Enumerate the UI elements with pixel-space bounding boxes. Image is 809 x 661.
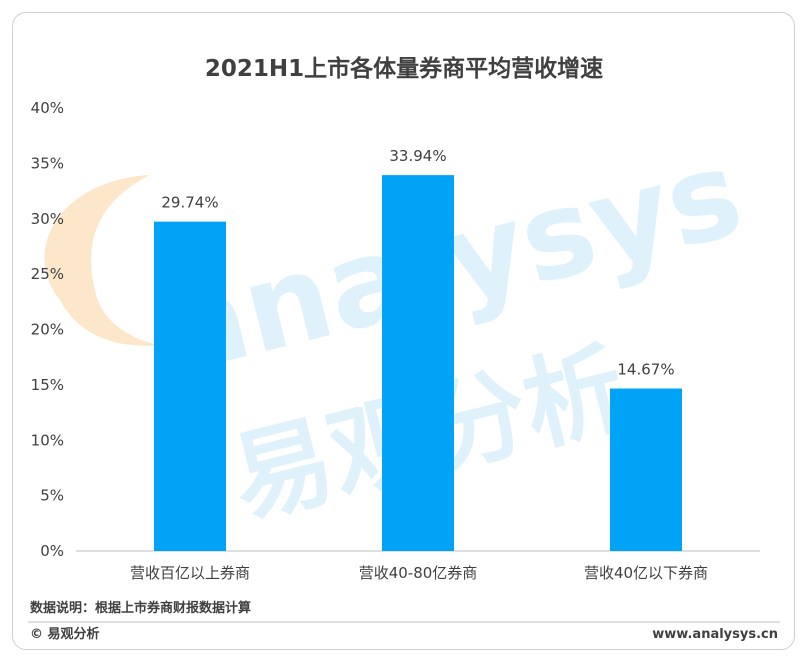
y-tick-label: 30% [31, 210, 64, 228]
data-labels: 29.74% 33.94% 14.67% [161, 147, 674, 378]
y-tick-label: 15% [31, 376, 64, 394]
y-tick-label: 35% [31, 154, 64, 172]
y-tick-label: 10% [31, 431, 64, 449]
data-label: 29.74% [161, 194, 218, 212]
data-label: 33.94% [389, 147, 446, 165]
copyright-text: © 易观分析 [30, 626, 100, 642]
bar [154, 221, 226, 551]
y-tick-label: 5% [40, 487, 64, 505]
chart-title: 2021H1上市各体量券商平均营收增速 [205, 55, 603, 82]
category-label: 营收百亿以上券商 [130, 564, 250, 582]
source-url: www.analysys.cn [652, 627, 778, 642]
category-label: 营收40-80亿券商 [359, 564, 478, 582]
y-tick-label: 20% [31, 321, 64, 339]
y-axis-ticks: 0% 5% 10% 15% 20% 25% 30% 35% 40% [31, 99, 64, 560]
category-label: 营收40亿以下券商 [584, 564, 708, 582]
x-axis-categories: 营收百亿以上券商 营收40-80亿券商 营收40亿以下券商 [130, 564, 708, 582]
watermark-swoosh [44, 175, 161, 346]
y-tick-label: 0% [40, 542, 64, 560]
y-tick-label: 40% [31, 99, 64, 117]
data-label: 14.67% [617, 361, 674, 379]
bar [610, 388, 682, 551]
chart-frame [12, 12, 795, 650]
data-note: 数据说明：根据上市券商财报数据计算 [30, 600, 251, 616]
y-tick-label: 25% [31, 265, 64, 283]
bar [382, 175, 454, 551]
bars [154, 175, 682, 551]
